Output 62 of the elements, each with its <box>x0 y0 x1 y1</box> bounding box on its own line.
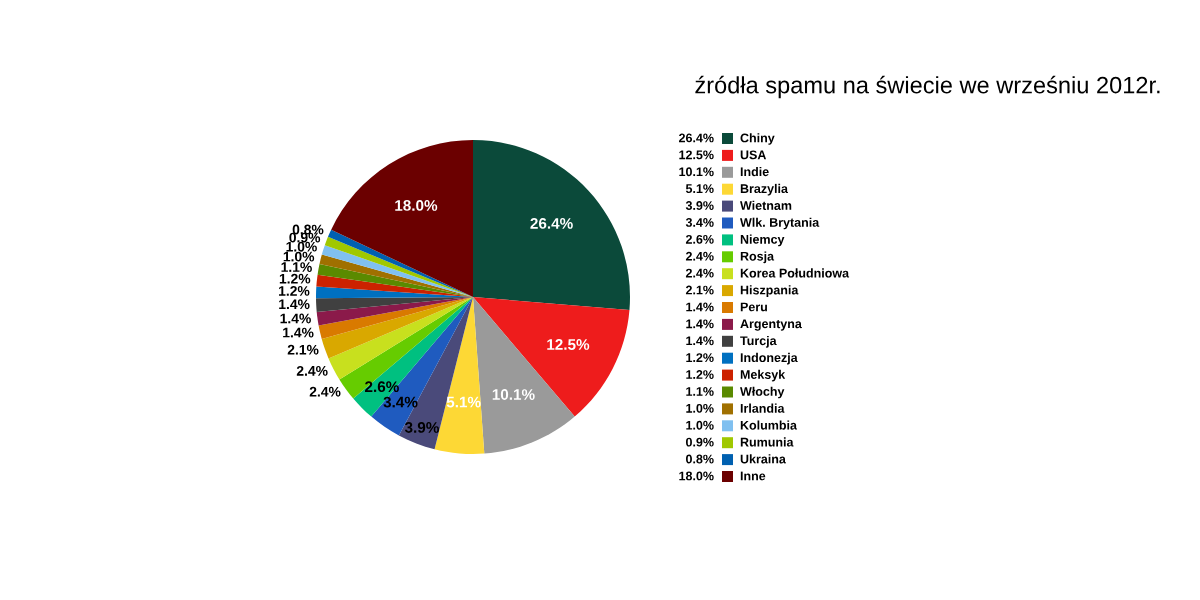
text: 12.5% <box>679 150 714 160</box>
text: 0.8% <box>686 454 714 464</box>
legend-label: Rosja <box>740 251 775 264</box>
text: 3.9% <box>685 201 714 210</box>
data-label: 10.1% <box>492 389 535 400</box>
legend-label: Korea Południowa <box>740 268 850 278</box>
legend-label: Meksyk <box>740 369 786 382</box>
data-label: 2.6% <box>365 381 399 393</box>
text: 18.0% <box>679 471 714 481</box>
legend-label: Indonezja <box>740 352 798 365</box>
legend-label: Peru <box>740 302 767 312</box>
data-label: 1.2% <box>279 273 311 284</box>
data-label: 1.2% <box>279 286 310 296</box>
legend-label: Wietnam <box>740 200 792 210</box>
legend-label: Wlk. Brytania <box>740 217 820 230</box>
text: 1.4% <box>686 336 714 346</box>
data-label: 2.4% <box>309 386 341 397</box>
legend-label: Indie <box>740 166 769 177</box>
data-label: 1.4% <box>279 299 310 310</box>
data-label: 26.4% <box>530 217 573 229</box>
text: 1.4% <box>686 302 714 312</box>
data-label: 12.5% <box>547 339 590 350</box>
data-label: 1.0% <box>286 241 317 252</box>
legend-label: Brazylia <box>740 183 789 196</box>
data-label: 1.0% <box>283 251 315 262</box>
data-label: 5.1% <box>446 396 481 408</box>
legend-label: Irlandia <box>740 403 785 413</box>
data-label: 3.9% <box>404 422 439 433</box>
text: 2.4% <box>685 268 714 278</box>
legend-label: Chiny <box>740 133 775 145</box>
legend-label: Kolumbia <box>740 420 798 430</box>
legend-label: Inne <box>740 471 766 481</box>
data-label: 18.0% <box>395 200 438 211</box>
text: 3.4% <box>685 218 714 227</box>
text: 2.4% <box>685 251 714 261</box>
text: 26.4% <box>678 133 714 143</box>
text: 1.2% <box>686 353 714 363</box>
data-label: 1.1% <box>281 262 312 272</box>
text: 1.1% <box>686 387 714 396</box>
text: 0.9% <box>686 437 714 447</box>
text: 1.4% <box>686 319 714 329</box>
legend-label: Włochy <box>740 386 785 399</box>
data-label: 1.4% <box>283 327 314 338</box>
data-label: 3.4% <box>383 396 418 408</box>
legend-label: Hiszpania <box>740 285 799 297</box>
legend-label: Rumunia <box>740 437 794 447</box>
text: 2.6% <box>685 234 714 244</box>
text: 2.1% <box>685 285 714 295</box>
text: 1.2% <box>686 370 714 379</box>
legend-label: Ukraina <box>740 454 786 464</box>
data-label: 2.4% <box>296 365 328 376</box>
legend-label: Argentyna <box>740 319 802 331</box>
text: 10.1% <box>679 167 714 177</box>
legend-label: Niemcy <box>740 234 785 247</box>
legend-label: Turcja <box>740 335 777 348</box>
text: 1.0% <box>686 420 714 430</box>
data-label: 2.1% <box>287 344 319 355</box>
text: źródła spamu na świecie we wrześniu 2012r. <box>695 75 1160 99</box>
data-label: 1.4% <box>280 313 311 324</box>
text: 1.0% <box>686 403 714 413</box>
text: 5.1% <box>685 184 714 194</box>
legend-label: USA <box>740 150 767 160</box>
